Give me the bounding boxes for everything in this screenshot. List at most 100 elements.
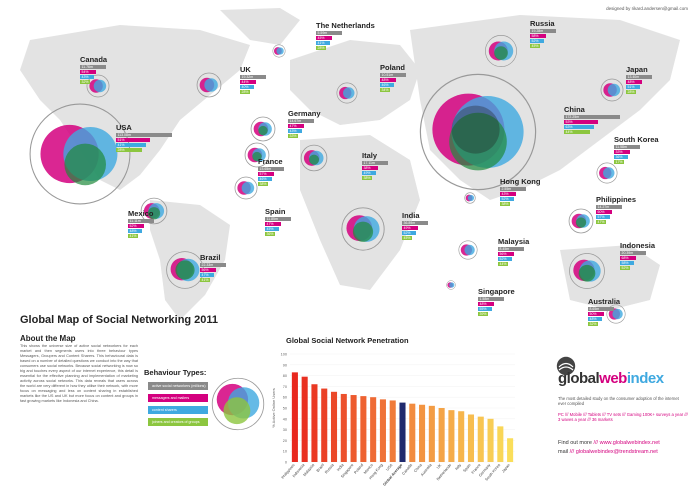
stat-bar-groups: 47%: [596, 219, 606, 224]
country-south-korea: South Korea 11.58m 33% 36% 17%: [614, 136, 659, 164]
bar-global-average: [399, 402, 406, 462]
x-tick-label: Global Average: [382, 463, 403, 487]
stat-bar-content: 40%: [240, 84, 254, 89]
country-name: Russia: [530, 19, 555, 28]
venn-mexico: [140, 197, 168, 225]
stat-bar-total: 10.51m: [380, 72, 406, 77]
x-tick-label: Spain: [462, 463, 471, 473]
country-name: Italy: [362, 151, 378, 160]
bar-canada: [409, 403, 416, 462]
stat-bar-groups: 34%: [380, 87, 390, 92]
venn-canada: [86, 74, 110, 98]
country-name: India: [402, 211, 420, 220]
stat-bar-messagers: 49%: [402, 225, 418, 230]
y-tick-label: 50: [283, 407, 287, 411]
venn-china: [419, 73, 537, 191]
stat-bar-groups: 28%: [240, 89, 250, 94]
stat-bar-content: 46%: [258, 176, 272, 181]
bar-mexico: [370, 397, 377, 462]
y-tick-label: 70: [283, 385, 287, 389]
stat-bar-messagers: 47%: [288, 123, 304, 128]
stat-bar-content: 41%: [116, 142, 146, 147]
bar-poland: [360, 396, 367, 462]
stat-bar-messagers: 53%: [564, 119, 598, 124]
stat-bar-messagers: 52%: [128, 223, 144, 228]
stat-bar-messagers: 38%: [362, 165, 378, 170]
venn-india: [341, 207, 385, 251]
stat-bar-total: 11.76m: [80, 64, 106, 69]
stat-bar-content: 45%: [265, 226, 279, 231]
bar-philippines: [291, 372, 298, 462]
stat-bar-content: 36%: [614, 154, 628, 159]
venn-australia: [606, 304, 626, 324]
gwi-website-link[interactable]: www.globalwebindex.net: [599, 440, 660, 446]
find-label: Find out more: [558, 440, 592, 446]
gwi-logo-index: index: [626, 370, 664, 387]
stat-bar-messagers: 57%: [258, 171, 274, 176]
x-tick-label: Brazil: [316, 463, 325, 473]
bar-spain: [467, 414, 475, 462]
gwi-email-link[interactable]: globalwebindex@trendstream.net: [575, 449, 658, 455]
stat-bar-content: 52%: [500, 196, 514, 201]
country-the-netherlands: The Netherlands 5.59m 45% 41% 28%: [316, 22, 375, 50]
country-canada: Canada 11.76m 54% 43% 32%: [80, 56, 107, 84]
stat-bar-total: 113.08m: [116, 132, 172, 137]
country-name: South Korea: [614, 135, 659, 144]
legend-content-sharers: content sharers: [148, 406, 208, 414]
venn-indonesia: [569, 253, 605, 289]
venn-france: [244, 142, 270, 168]
country-japan: Japan 13.40m 48% 51% 28%: [626, 66, 652, 94]
gwi-logo-mark: [556, 356, 576, 376]
stat-bar-content: 58%: [620, 260, 634, 265]
stat-bar-total: 14.27m: [596, 204, 622, 209]
country-name: Indonesia: [620, 241, 656, 250]
stat-bar-total: 5.59m: [316, 30, 342, 35]
stat-bar-content: 47%: [200, 272, 214, 277]
bar-netherlands: [448, 410, 455, 462]
gwi-find-more: Find out more /// www.globalwebindex.net: [558, 440, 660, 446]
country-name: France: [258, 157, 283, 166]
stat-bar-messagers: 50%: [588, 311, 604, 316]
stat-bar-content: 52%: [402, 230, 416, 235]
stat-bar-total: 8.65m: [588, 306, 614, 311]
stat-bar-groups: 44%: [498, 261, 508, 266]
country-name: Germany: [288, 109, 321, 118]
y-tick-label: 30: [283, 428, 287, 432]
x-tick-label: Mexico: [363, 463, 374, 475]
find-sep: ///: [593, 440, 599, 446]
stat-bar-content: 43%: [80, 74, 94, 79]
stat-bar-content: 49%: [362, 170, 376, 175]
y-tick-label: 90: [283, 363, 287, 367]
stat-bar-groups: 17%: [614, 159, 624, 164]
country-australia: Australia 8.65m 50% 48% 32%: [588, 298, 620, 326]
bar-hong-kong: [379, 399, 386, 462]
stat-bar-content: 43%: [288, 128, 302, 133]
venn-spain: [234, 176, 258, 200]
x-tick-label: Russia: [324, 462, 335, 474]
stat-bar-total: 11.58m: [614, 144, 640, 149]
venn-uk: [196, 72, 222, 98]
x-tick-label: Canada: [401, 462, 413, 475]
country-name: Canada: [80, 55, 108, 64]
country-malaysia: Malaysia 8.45m 56% 52% 44%: [498, 238, 529, 266]
country-name: Mexico: [128, 209, 154, 218]
bar-japan: [507, 438, 514, 462]
country-france: France 15.65m 57% 46% 38%: [258, 158, 284, 186]
country-hong-kong: Hong Kong 2.55m 43% 52% 38%: [500, 178, 540, 206]
stat-bar-messagers: 45%: [316, 35, 332, 40]
legend-active-networkers: active social networkers (millions): [148, 382, 208, 390]
country-name: Singapore: [478, 287, 515, 296]
country-china: China 172.25m 53% 63% 44%: [564, 106, 620, 134]
stat-bar-messagers: 58%: [530, 33, 546, 38]
venn-south-korea: [596, 162, 618, 184]
stat-bar-total: 19.28m: [530, 28, 556, 33]
venn-brazil: [166, 251, 204, 289]
chart-title: Global Social Network Penetration: [286, 336, 409, 345]
gwi-description: The most detailed study on the consumer …: [558, 396, 679, 407]
venn-malaysia: [458, 240, 478, 260]
stat-bar-content: 63%: [564, 124, 594, 129]
y-axis-label: % Active Online Users: [271, 388, 276, 428]
bar-india: [340, 393, 347, 462]
stat-bar-messagers: 47%: [265, 221, 281, 226]
stat-bar-groups: 41%: [200, 277, 210, 282]
